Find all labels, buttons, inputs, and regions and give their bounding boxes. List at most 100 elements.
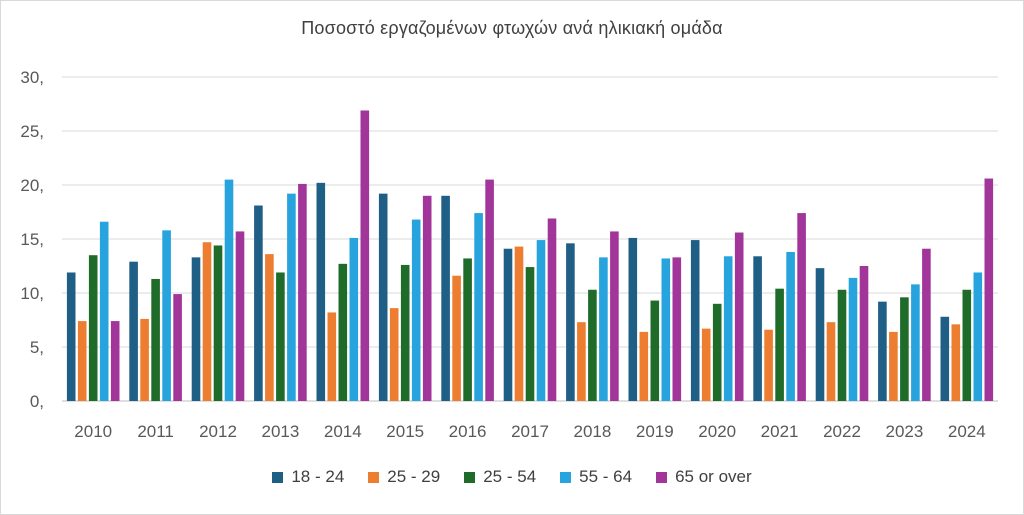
legend-swatch <box>560 471 572 483</box>
y-tick-label: 15, <box>20 230 44 249</box>
x-tick-label: 2015 <box>386 422 424 441</box>
legend: 18 - 24 25 - 29 25 - 54 55 - 64 65 or over <box>0 467 1024 487</box>
bar-25-29-2023 <box>889 331 898 401</box>
bar-18-24-2012 <box>191 257 201 401</box>
bar-65-or-over-2012 <box>235 231 245 401</box>
y-tick-label: 20, <box>20 176 44 195</box>
legend-item: 55 - 64 <box>560 467 632 487</box>
legend-item: 25 - 29 <box>368 467 440 487</box>
bar-25-54-2021 <box>775 288 784 401</box>
legend-item: 65 or over <box>656 467 752 487</box>
bar-65-or-over-2023 <box>922 248 931 401</box>
y-tick-label: 30, <box>20 68 44 87</box>
legend-item: 25 - 54 <box>464 467 536 487</box>
y-tick-label: 25, <box>20 122 44 141</box>
y-axis-ticks: 0, 5, 10, 15, 20, 25, 30, <box>20 68 44 411</box>
legend-label: 25 - 29 <box>387 467 441 486</box>
bar-65-or-over-2010 <box>110 321 120 401</box>
legend-swatch <box>656 471 668 483</box>
bar-25-54-2020 <box>712 303 722 401</box>
x-tick-label: 2010 <box>74 422 112 441</box>
bar-25-54-2011 <box>151 278 160 401</box>
bar-25-29-2012 <box>202 242 212 401</box>
x-axis-ticks: 2010 2011 2012 2013 2014 2015 2016 2017 2018 2019… <box>74 422 985 441</box>
legend-label: 25 - 54 <box>483 467 537 486</box>
legend-item: 18 - 24 <box>272 467 344 487</box>
bar-18-24-2010 <box>66 272 76 401</box>
bar-25-54-2010 <box>88 255 98 401</box>
bar-65-or-over-2021 <box>797 213 806 401</box>
bar-18-24-2023 <box>878 301 887 401</box>
bar-65-or-over-2022 <box>859 266 869 401</box>
x-tick-label: 2018 <box>573 422 611 441</box>
legend-swatch <box>464 471 476 483</box>
bar-25-29-2013 <box>265 254 274 401</box>
bar-65-or-over-2020 <box>734 232 744 401</box>
bar-25-29-2020 <box>701 328 711 401</box>
bar-25-54-2023 <box>900 297 909 401</box>
bar-65-or-over-2011 <box>173 294 182 401</box>
bar-25-54-2012 <box>213 245 223 401</box>
bar-55-64-2019 <box>661 258 671 401</box>
x-tick-label: 2020 <box>698 422 736 441</box>
legend-swatch <box>368 471 380 483</box>
bar-55-64-2015 <box>411 219 421 401</box>
x-tick-label: 2013 <box>261 422 299 441</box>
bar-25-29-2024 <box>951 324 961 401</box>
bar-18-24-2022 <box>815 268 825 401</box>
bar-55-64-2013 <box>287 193 296 401</box>
bar-65-or-over-2014 <box>360 110 370 401</box>
bar-18-24-2024 <box>940 316 950 401</box>
bar-18-24-2021 <box>753 256 762 401</box>
x-tick-label: 2017 <box>511 422 549 441</box>
bar-65-or-over-2024 <box>984 178 994 401</box>
bar-25-54-2017 <box>525 267 535 401</box>
chart-title: Ποσοστό εργαζομένων φτωχών ανά ηλικιακή … <box>301 18 723 38</box>
bar-65-or-over-2015 <box>422 195 432 401</box>
bar-55-64-2023 <box>911 284 920 401</box>
bar-65-or-over-2019 <box>672 257 682 401</box>
bar-18-24-2020 <box>690 240 700 401</box>
bar-18-24-2013 <box>254 205 263 401</box>
bar-18-24-2015 <box>378 193 388 401</box>
bar-65-or-over-2018 <box>610 231 619 401</box>
x-tick-label: 2024 <box>948 422 986 441</box>
bars <box>66 110 994 401</box>
x-tick-label: 2011 <box>137 422 174 441</box>
bar-18-24-2019 <box>628 237 638 401</box>
bar-25-54-2013 <box>276 272 285 401</box>
bar-65-or-over-2013 <box>298 183 307 401</box>
x-tick-label: 2022 <box>823 422 861 441</box>
legend-label: 18 - 24 <box>291 467 345 486</box>
bar-55-64-2011 <box>162 230 171 401</box>
bar-18-24-2016 <box>441 195 450 401</box>
x-tick-label: 2019 <box>636 422 674 441</box>
legend-label: 55 - 64 <box>579 467 633 486</box>
bar-25-29-2017 <box>514 246 524 401</box>
x-tick-label: 2016 <box>449 422 487 441</box>
bar-55-64-2024 <box>973 272 983 401</box>
y-tick-label: 0, <box>30 392 44 411</box>
bar-25-54-2022 <box>837 289 847 401</box>
bar-25-29-2014 <box>327 312 337 401</box>
bar-55-64-2014 <box>349 237 359 401</box>
bar-25-54-2016 <box>463 258 472 401</box>
bar-55-64-2022 <box>848 277 858 401</box>
bar-25-29-2015 <box>389 308 399 401</box>
bar-55-64-2021 <box>786 251 795 401</box>
bar-25-29-2011 <box>140 318 149 401</box>
x-tick-label: 2014 <box>324 422 362 441</box>
bar-55-64-2016 <box>474 213 483 401</box>
bar-55-64-2020 <box>723 256 733 401</box>
bar-55-64-2010 <box>99 221 109 401</box>
legend-swatch <box>272 471 284 483</box>
bar-25-54-2014 <box>338 263 348 401</box>
y-tick-label: 10, <box>20 284 44 303</box>
bar-55-64-2012 <box>224 179 234 401</box>
bar-18-24-2017 <box>503 248 513 401</box>
bar-25-54-2018 <box>588 289 597 401</box>
bar-25-29-2021 <box>764 329 773 401</box>
bar-25-29-2018 <box>577 322 586 401</box>
bar-25-54-2019 <box>650 300 660 401</box>
